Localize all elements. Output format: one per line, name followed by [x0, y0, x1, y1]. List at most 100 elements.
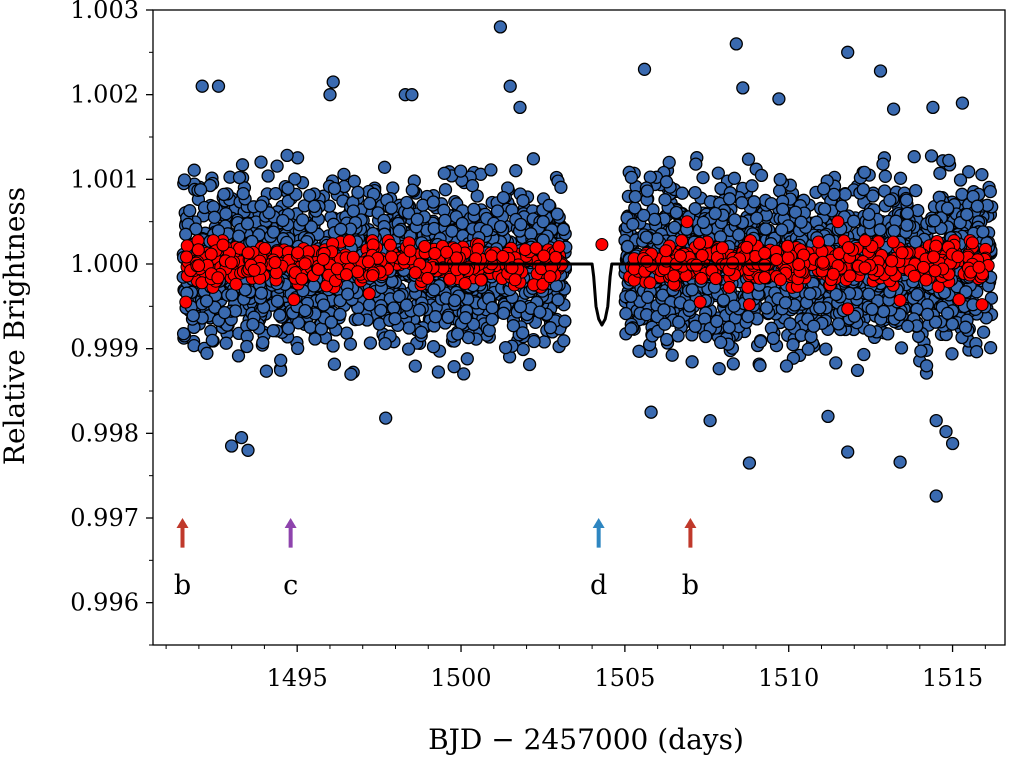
raw-data-point: [186, 308, 200, 323]
y-tick-label: 0.997: [70, 504, 139, 532]
binned-data-point: [841, 302, 855, 316]
raw-data-point: [766, 331, 780, 346]
binned-data-point: [403, 244, 417, 258]
binned-data-point: [740, 240, 754, 254]
raw-data-point: [712, 362, 726, 376]
binned-data-point: [180, 239, 194, 253]
raw-data-point: [850, 363, 865, 378]
raw-data-point: [438, 213, 452, 228]
raw-data-point: [536, 215, 550, 229]
raw-data-point: [742, 456, 757, 470]
raw-data-point: [747, 195, 761, 209]
raw-data-point: [326, 75, 340, 89]
raw-data-point: [454, 164, 468, 178]
binned-data-point: [826, 267, 840, 281]
raw-data-point: [942, 153, 956, 168]
raw-data-point: [783, 317, 797, 331]
raw-data-point: [803, 287, 817, 301]
raw-data-point: [438, 183, 453, 197]
binned-data-point: [886, 235, 900, 249]
binned-data-point: [965, 236, 979, 250]
raw-data-point: [307, 199, 321, 214]
raw-data-point: [960, 207, 974, 222]
binned-data-point: [758, 271, 772, 285]
raw-data-point: [727, 171, 742, 185]
raw-data-point: [346, 204, 361, 218]
raw-data-point: [377, 160, 392, 174]
raw-data-point: [457, 367, 471, 381]
raw-data-point: [441, 310, 455, 325]
raw-data-point: [384, 201, 398, 215]
raw-data-point: [506, 319, 521, 333]
raw-data-point: [841, 445, 855, 459]
raw-data-point: [527, 334, 541, 349]
raw-data-point: [863, 324, 877, 338]
binned-data-point: [421, 271, 435, 285]
raw-data-point: [513, 300, 528, 314]
raw-data-point: [516, 193, 530, 208]
raw-data-point: [940, 201, 955, 215]
raw-data-point: [490, 204, 505, 218]
raw-data-point: [873, 64, 888, 78]
raw-data-point: [259, 364, 274, 378]
raw-data-point: [401, 342, 416, 356]
raw-data-point: [711, 166, 725, 180]
raw-data-point: [962, 165, 976, 179]
raw-data-point: [231, 349, 246, 363]
raw-data-point: [865, 302, 879, 316]
raw-data-point: [919, 359, 934, 373]
raw-data-point: [735, 196, 749, 210]
raw-data-point: [759, 222, 773, 236]
raw-data-point: [984, 291, 999, 305]
binned-data-point: [258, 242, 272, 255]
binned-data-point: [816, 255, 830, 269]
raw-data-point: [458, 311, 473, 325]
raw-data-point: [225, 288, 239, 302]
raw-data-point: [450, 327, 465, 341]
binned-data-point: [180, 250, 193, 264]
raw-data-point: [983, 341, 998, 355]
raw-data-point: [410, 212, 424, 226]
raw-data-point: [910, 287, 924, 302]
raw-data-point: [945, 436, 960, 451]
raw-data-point: [179, 227, 193, 241]
raw-data-point: [199, 294, 214, 308]
raw-data-point: [176, 327, 191, 341]
y-tick-label: 1.002: [70, 81, 139, 109]
raw-data-point: [295, 213, 310, 227]
binned-data-point: [659, 244, 673, 258]
raw-data-point: [195, 79, 209, 93]
raw-data-point: [658, 317, 672, 331]
raw-data-point: [558, 314, 572, 328]
transit-label: d: [590, 570, 607, 601]
raw-data-point: [714, 335, 728, 350]
raw-data-point: [688, 319, 702, 333]
raw-data-point: [270, 159, 284, 173]
raw-data-point: [327, 181, 342, 196]
raw-data-point: [813, 301, 827, 315]
binned-data-point: [549, 250, 563, 264]
raw-data-point: [970, 199, 985, 213]
binned-data-point: [268, 256, 282, 269]
y-tick-label: 0.998: [70, 419, 139, 447]
raw-data-point: [857, 165, 872, 180]
binned-data-point: [929, 239, 943, 253]
raw-data-point: [657, 303, 671, 317]
raw-data-point: [689, 157, 703, 171]
binned-data-point: [346, 250, 360, 264]
raw-data-point: [772, 92, 786, 106]
binned-data-point: [781, 239, 795, 253]
raw-data-point: [232, 229, 246, 243]
binned-data-point: [673, 249, 687, 263]
raw-data-point: [333, 307, 347, 322]
raw-data-point: [327, 357, 342, 371]
raw-data-point: [862, 207, 876, 222]
raw-data-point: [778, 296, 793, 310]
raw-data-point: [807, 319, 821, 333]
raw-data-point: [261, 169, 275, 183]
binned-data-point: [741, 280, 755, 294]
binned-data-point: [952, 293, 966, 307]
binned-data-point: [204, 247, 218, 261]
raw-data-point: [399, 298, 414, 312]
raw-data-point: [281, 181, 295, 196]
